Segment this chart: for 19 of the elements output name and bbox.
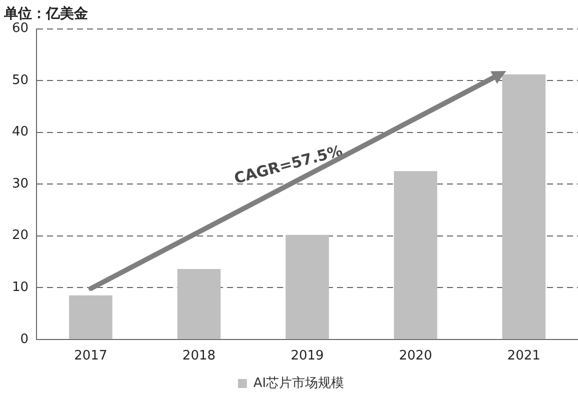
bar <box>69 295 112 339</box>
y-tick-label: 30 <box>12 176 29 192</box>
y-tick-label: 0 <box>20 332 29 347</box>
bar <box>286 234 329 339</box>
y-tick-label: 60 <box>12 21 29 36</box>
bar <box>177 269 221 339</box>
x-tick-label: 2020 <box>399 348 432 364</box>
legend-label: AI芯片市场规模 <box>253 376 344 391</box>
bar <box>394 171 438 339</box>
bar <box>502 74 546 339</box>
chart-title: 单位：亿美金 <box>3 5 89 22</box>
y-tick-label: 40 <box>12 124 29 140</box>
y-tick-label: 10 <box>12 280 29 296</box>
y-tick-label: 50 <box>12 72 29 88</box>
x-tick-label: 2017 <box>74 348 108 364</box>
y-tick-label: 20 <box>12 228 29 244</box>
x-tick-label: 2018 <box>182 348 216 364</box>
x-tick-label: 2021 <box>507 348 540 364</box>
x-tick-label: 2019 <box>290 348 324 364</box>
